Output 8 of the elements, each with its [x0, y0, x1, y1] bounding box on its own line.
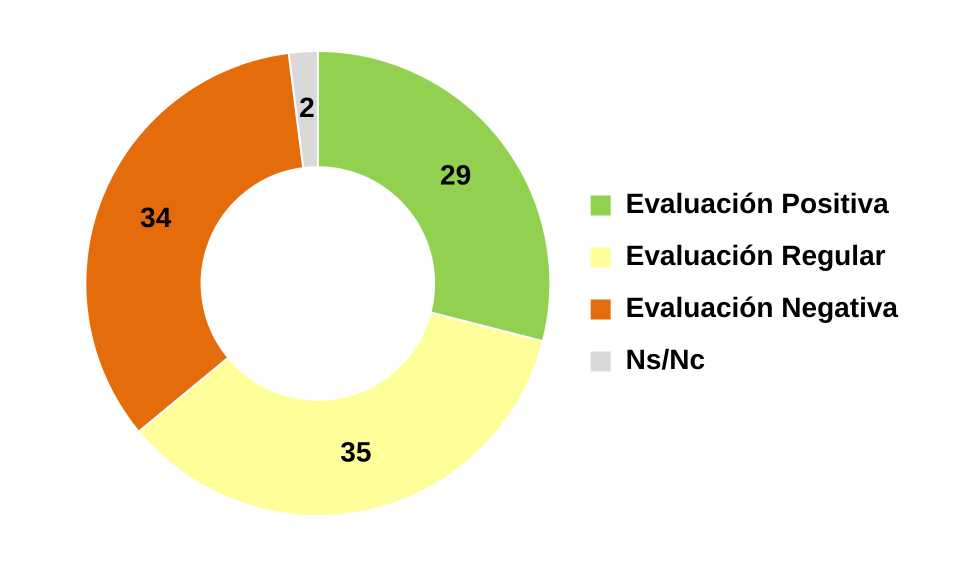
data-label: 2 [299, 92, 315, 124]
legend-label: Evaluación Negativa [626, 292, 898, 324]
legend-label: Evaluación Regular [626, 240, 886, 272]
legend-label: Evaluación Positiva [626, 188, 890, 220]
data-label: 35 [340, 436, 372, 468]
legend-label: Ns/Nc [626, 344, 706, 376]
data-label: 34 [140, 202, 172, 234]
data-label: 29 [440, 159, 472, 190]
